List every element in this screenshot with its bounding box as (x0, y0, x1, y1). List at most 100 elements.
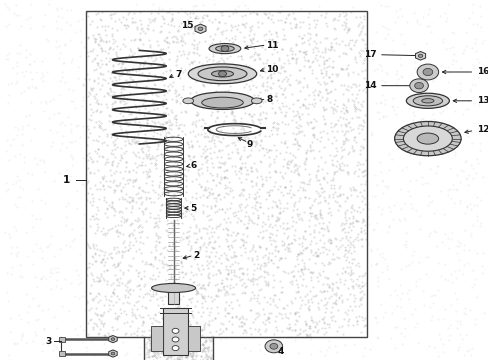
Point (325, 321, 332, 327)
Point (468, 21, 475, 27)
Point (213, 79, 221, 85)
Point (396, 283, 404, 288)
Point (210, 238, 218, 244)
Point (174, 285, 182, 291)
Point (146, 214, 154, 220)
Point (288, 268, 296, 274)
Point (423, 202, 431, 208)
Point (213, 108, 221, 114)
Point (278, 173, 285, 179)
Point (240, 39, 247, 44)
Point (192, 349, 200, 355)
Point (120, 219, 127, 225)
Point (154, 224, 162, 230)
Point (257, 159, 264, 165)
Point (216, 161, 224, 166)
Point (283, 190, 290, 195)
Point (264, 347, 271, 352)
Point (85, 89, 93, 94)
Point (177, 309, 185, 314)
Point (471, 36, 479, 42)
Point (217, 280, 225, 286)
Point (174, 132, 182, 138)
Point (221, 305, 228, 311)
Point (267, 231, 275, 237)
Point (324, 260, 332, 265)
Point (109, 290, 117, 296)
Point (397, 341, 405, 347)
Point (150, 352, 158, 358)
Point (136, 345, 144, 350)
Point (296, 143, 304, 149)
Point (49, 96, 57, 102)
Point (168, 342, 176, 348)
Point (319, 220, 326, 225)
Point (222, 236, 229, 242)
Point (375, 159, 383, 165)
Point (202, 54, 209, 60)
Point (356, 162, 364, 167)
Point (144, 153, 152, 158)
Circle shape (414, 82, 423, 89)
Point (226, 53, 234, 59)
Point (344, 25, 352, 31)
Point (283, 241, 291, 247)
Point (464, 247, 472, 253)
Point (196, 184, 204, 190)
Point (90, 170, 98, 176)
Point (143, 348, 151, 354)
Point (331, 236, 339, 242)
Point (273, 214, 281, 220)
Point (242, 239, 250, 245)
Point (351, 84, 359, 89)
Point (181, 313, 188, 319)
Point (411, 207, 419, 213)
Point (152, 291, 160, 297)
Point (418, 115, 426, 121)
Point (178, 354, 186, 360)
Point (109, 40, 117, 46)
Point (189, 352, 197, 358)
Point (371, 261, 379, 267)
Point (144, 195, 152, 201)
Point (74, 122, 81, 128)
Point (162, 180, 169, 186)
Point (252, 207, 260, 213)
Point (461, 175, 468, 181)
Point (261, 342, 269, 348)
Point (177, 150, 184, 156)
Point (323, 80, 331, 86)
Point (212, 41, 220, 47)
Point (146, 340, 154, 346)
Point (259, 152, 267, 158)
Point (16, 273, 23, 279)
Point (146, 337, 154, 343)
Point (122, 159, 130, 165)
Point (247, 138, 255, 144)
Point (196, 123, 204, 129)
Point (202, 346, 209, 351)
Point (259, 80, 266, 86)
Point (171, 244, 179, 250)
Point (302, 149, 310, 155)
Point (224, 151, 231, 157)
Point (348, 81, 356, 87)
Point (120, 308, 128, 314)
Point (347, 267, 355, 273)
Point (220, 118, 227, 123)
Point (105, 251, 113, 257)
Point (320, 45, 328, 51)
Point (99, 321, 106, 327)
Point (281, 19, 288, 25)
Point (168, 12, 176, 17)
Point (285, 225, 292, 231)
Point (141, 131, 148, 137)
Point (207, 229, 215, 235)
Point (343, 169, 351, 175)
Point (311, 172, 319, 177)
Point (87, 270, 95, 275)
Point (264, 192, 272, 198)
Point (350, 134, 358, 140)
Point (388, 103, 396, 109)
Point (235, 102, 243, 108)
